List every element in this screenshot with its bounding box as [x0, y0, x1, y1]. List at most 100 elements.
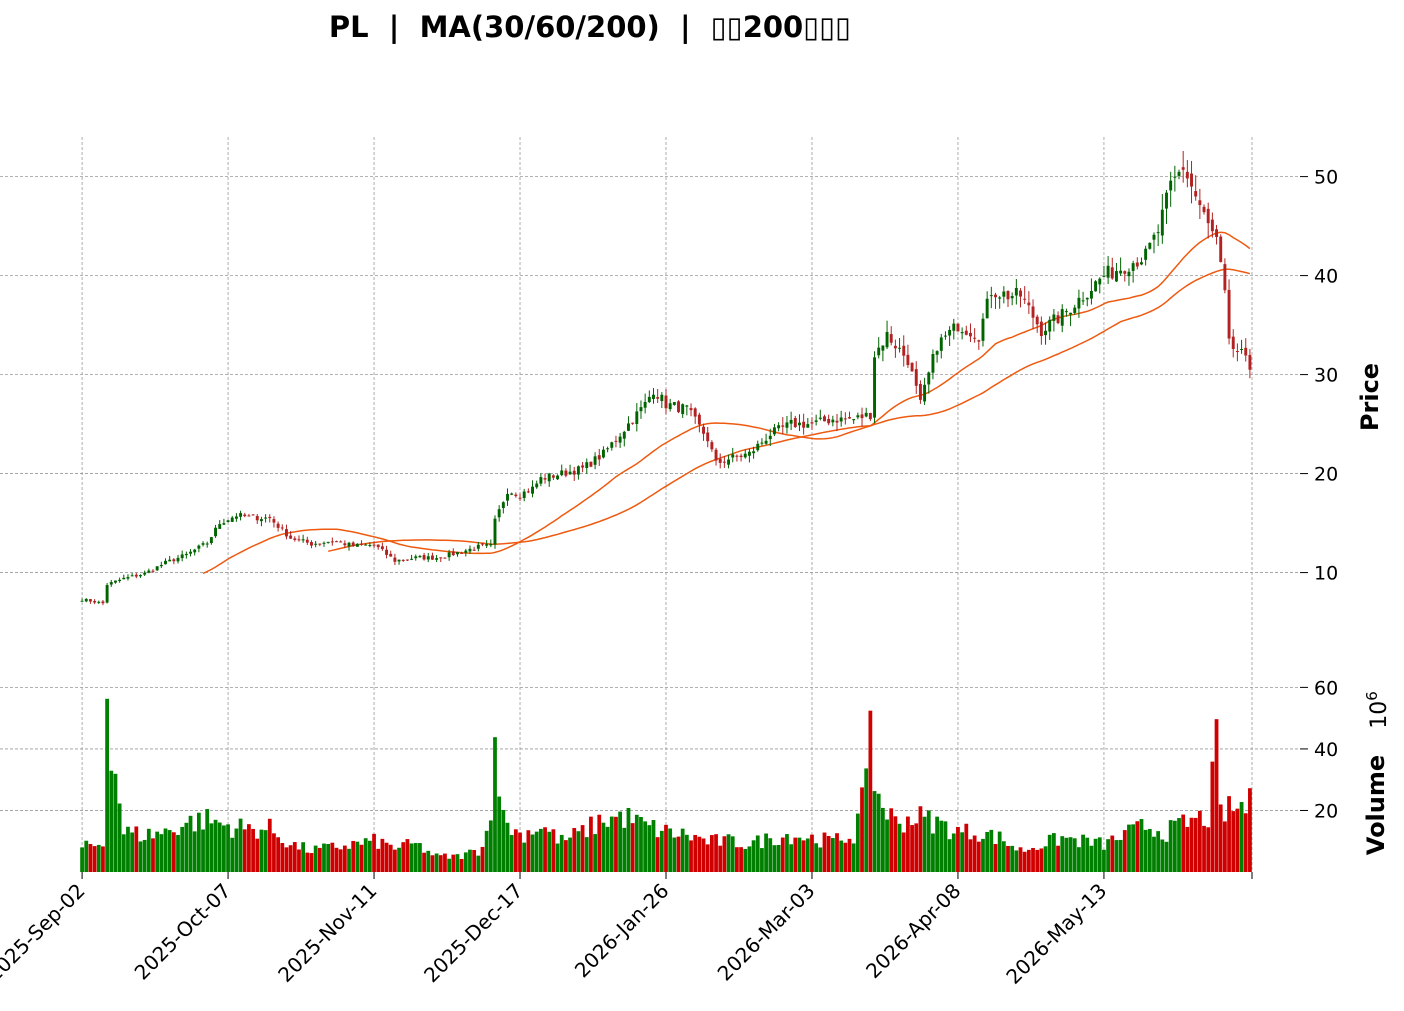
volume-bar [513, 829, 518, 872]
candle-body [1169, 180, 1173, 191]
candle-body [914, 369, 918, 386]
candle-body [1027, 302, 1031, 306]
candle-body [656, 397, 660, 399]
volume-bar [322, 843, 326, 872]
candle-body [702, 426, 705, 434]
volume-bar [109, 770, 114, 872]
volume-bar [217, 822, 222, 872]
candle-body [310, 542, 313, 546]
candle-body [347, 542, 351, 547]
candle-body [943, 335, 947, 337]
volume-bar [822, 832, 827, 872]
candle-body [1114, 271, 1118, 282]
candle-body [389, 553, 393, 557]
volume-bar [981, 838, 985, 872]
volume-bar [935, 816, 939, 872]
candle-body [568, 471, 572, 475]
volume-bar [730, 836, 735, 872]
volume-bar [367, 840, 372, 872]
volume-bar [1072, 838, 1077, 872]
volume-bar [805, 838, 810, 872]
candle-body [493, 518, 497, 545]
candle-body [351, 542, 355, 547]
volume-bar [1214, 719, 1219, 872]
volume-bar [284, 847, 289, 872]
candle-body [764, 440, 768, 444]
volume-bar [413, 843, 418, 872]
volume-bar [209, 823, 214, 872]
candle-body [918, 384, 922, 400]
volume-bar [280, 843, 285, 872]
candle-body [147, 570, 151, 573]
candle-body [576, 466, 580, 475]
candle-body [222, 523, 226, 525]
candle-body [989, 295, 993, 297]
candle-body [226, 520, 230, 522]
volume-bar [226, 824, 230, 872]
candle-body [1235, 351, 1239, 353]
volume-bar [672, 837, 677, 872]
candle-body [868, 413, 872, 420]
candle-body [335, 541, 338, 543]
candle-body [1089, 290, 1093, 299]
candle-body [422, 555, 426, 560]
volume-bar [1043, 846, 1048, 872]
volume-bar [530, 834, 535, 872]
volume-bar [593, 834, 597, 872]
candle-body [1231, 336, 1235, 349]
volume-bar [418, 843, 422, 872]
volume-bar [409, 843, 414, 872]
volume-bar [1202, 825, 1206, 872]
volume-bar [121, 834, 126, 872]
candle-body [126, 577, 130, 579]
candle-body [689, 408, 693, 411]
volume-bar [835, 833, 839, 872]
candle-body [1044, 330, 1048, 336]
volume-bar [259, 829, 264, 872]
volume-bar [276, 837, 280, 872]
candle-body [234, 516, 238, 519]
candle-body [1081, 300, 1085, 302]
candle-body [593, 456, 597, 465]
candle-body [556, 475, 560, 480]
candle-body [823, 416, 826, 422]
volume-bar [1039, 848, 1044, 872]
candle-body [518, 497, 522, 499]
candle-body [218, 524, 222, 529]
volume-bar [493, 737, 497, 872]
candle-body [677, 401, 680, 413]
candle-body [118, 579, 122, 582]
candle-body [93, 600, 97, 603]
x-tick-label: 2025-Dec-17 [419, 879, 528, 988]
candle-body [243, 514, 247, 517]
volume-bar [985, 831, 990, 872]
volume-bar [451, 854, 456, 872]
volume-bar [476, 855, 481, 872]
volume-bar [538, 828, 543, 872]
volume-bar [860, 787, 864, 872]
price-tick-label: 50 [1314, 167, 1338, 189]
volume-bar [88, 844, 93, 872]
candle-body [155, 566, 159, 571]
candle-body [781, 425, 785, 427]
volume-bar [564, 840, 568, 872]
candle-body [1210, 219, 1214, 232]
volume-bar [680, 828, 685, 872]
volume-bar [247, 824, 251, 872]
volume-bar [497, 796, 502, 872]
candle-body [435, 558, 439, 560]
candle-body [264, 517, 268, 519]
volume-bar [634, 814, 639, 872]
candle-body [305, 539, 309, 543]
moving-average-lines [202, 231, 1251, 575]
candle-body [489, 543, 493, 546]
ma-line-ma60 [328, 268, 1251, 553]
volume-bar [526, 830, 531, 872]
volume-bar [801, 840, 806, 872]
volume-bar [1160, 839, 1165, 872]
volume-bar [1014, 850, 1019, 872]
candle-body [88, 599, 92, 602]
volume-bar [163, 828, 168, 872]
volume-bar [626, 807, 631, 872]
